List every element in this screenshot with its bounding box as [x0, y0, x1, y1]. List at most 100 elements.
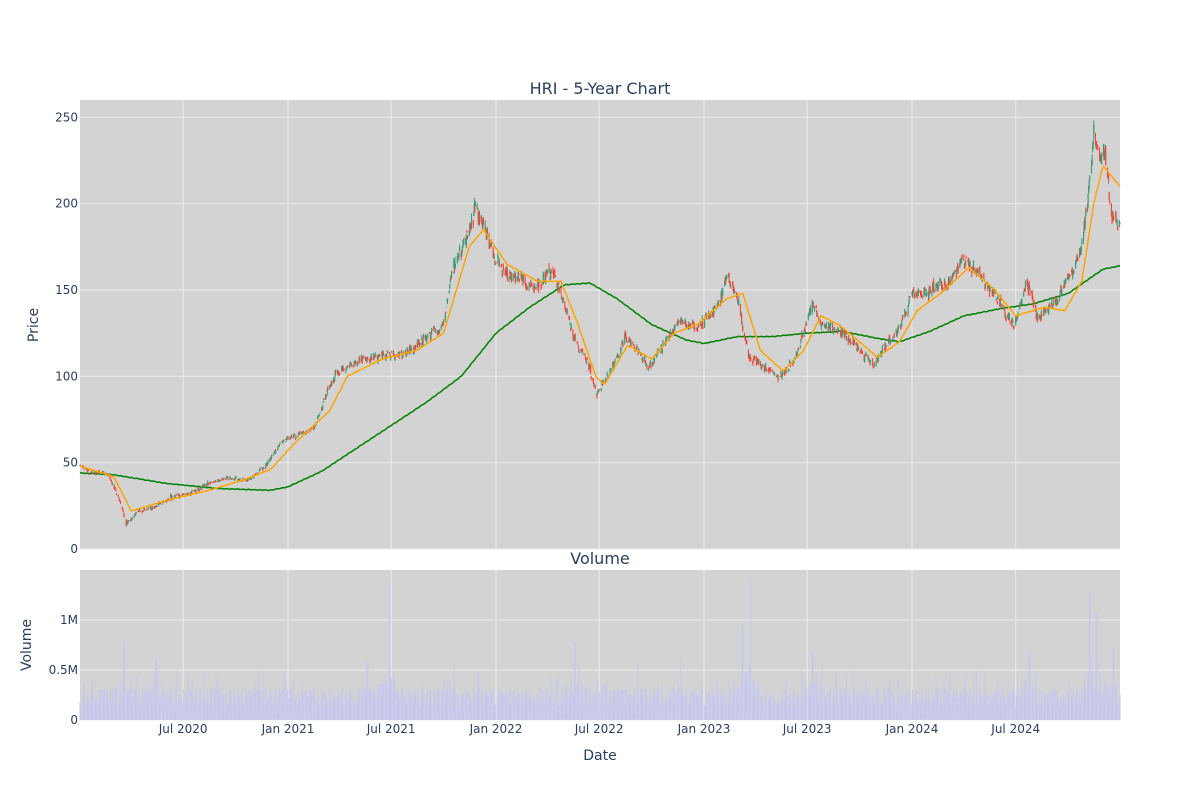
candle-body [964, 265, 966, 267]
candle-body [804, 329, 806, 331]
volume-bar [413, 693, 416, 720]
candle-body [692, 323, 694, 325]
volume-bar [1088, 595, 1090, 720]
volume-bar [1047, 694, 1049, 720]
volume-bar [825, 701, 827, 720]
volume-bar [988, 695, 990, 720]
candle-body [103, 474, 106, 476]
candle-body [984, 283, 987, 288]
candle-body [779, 375, 781, 377]
volume-bar [876, 697, 878, 720]
candle-body [1100, 156, 1102, 158]
volume-bar [351, 691, 353, 720]
volume-bar [481, 692, 483, 720]
volume-bar [916, 706, 918, 720]
volume-bar [458, 705, 461, 720]
volume-bar [996, 706, 999, 720]
candle-body [465, 236, 467, 242]
volume-bar [999, 694, 1001, 720]
candle-body [485, 228, 487, 229]
candle-body [905, 314, 907, 316]
volume-bar [633, 696, 635, 720]
candle-body [261, 467, 263, 469]
volume-bar [1063, 698, 1065, 720]
volume-bar [642, 696, 644, 720]
candle-body [652, 359, 654, 360]
volume-bar [1091, 655, 1093, 720]
candle-body [661, 350, 663, 353]
candle-body [351, 365, 353, 367]
candle-body [461, 246, 463, 250]
candle-body [680, 317, 682, 320]
volume-bar [694, 691, 696, 720]
candle-body [967, 261, 969, 262]
volume-bar [722, 695, 724, 720]
volume-bar [457, 706, 459, 720]
volume-bar [681, 696, 683, 720]
volume-bar [704, 705, 706, 720]
volume-bar [314, 694, 316, 720]
candle-body [1116, 220, 1118, 225]
volume-bar [509, 700, 511, 720]
candle-body [572, 329, 574, 337]
candle-body [841, 329, 844, 333]
candle-body [869, 360, 871, 364]
volume-bar [656, 694, 658, 720]
candle-body [1039, 315, 1041, 319]
volume-bar [748, 665, 750, 720]
volume-bar [901, 698, 903, 720]
price-y-tick-label: 100 [55, 369, 78, 383]
candle-body [577, 344, 579, 346]
candle-body [115, 493, 118, 495]
volume-bar [221, 693, 224, 720]
candle-body [514, 273, 516, 276]
candle-body [432, 329, 434, 331]
candle-body [107, 475, 110, 477]
volume-bar [592, 694, 594, 720]
candle-body [122, 511, 124, 513]
volume-bar [1047, 692, 1049, 720]
volume-bar [1078, 692, 1081, 720]
candle-body [486, 233, 488, 240]
volume-bar [199, 688, 201, 720]
volume-bar [967, 707, 969, 720]
candle-body [433, 327, 435, 329]
candle-body [773, 373, 775, 375]
volume-bar [645, 689, 647, 720]
candle-body [626, 341, 628, 343]
volume-bar [452, 690, 454, 720]
volume-bar [277, 707, 279, 720]
volume-bar [1056, 699, 1058, 720]
volume-bar [490, 690, 492, 720]
volume-bar [301, 689, 303, 720]
candle-body [876, 358, 878, 359]
volume-bar [756, 702, 758, 720]
candle-body [744, 338, 746, 340]
volume-bar [117, 699, 119, 720]
volume-bar [390, 678, 392, 720]
candle-body [110, 480, 112, 482]
candle-body [419, 343, 421, 345]
volume-bar [1044, 694, 1046, 720]
candle-body [569, 322, 571, 324]
candle-body [366, 359, 368, 361]
volume-bar [424, 703, 426, 720]
candle-body [788, 369, 790, 371]
candle-body [327, 387, 329, 390]
volume-bar [451, 706, 453, 720]
volume-bar [198, 701, 200, 720]
volume-bar [1011, 700, 1013, 720]
candle-body [665, 337, 667, 339]
candle-body [145, 509, 147, 511]
volume-bar [628, 697, 630, 720]
candle-body [991, 289, 993, 297]
volume-bar [729, 689, 731, 720]
volume-bar [891, 693, 893, 720]
volume-bar [134, 687, 136, 720]
candle-body [190, 492, 192, 496]
candle-body [648, 366, 650, 368]
volume-bar [806, 688, 808, 720]
volume-bar [474, 692, 476, 720]
candle-body [1016, 315, 1018, 318]
